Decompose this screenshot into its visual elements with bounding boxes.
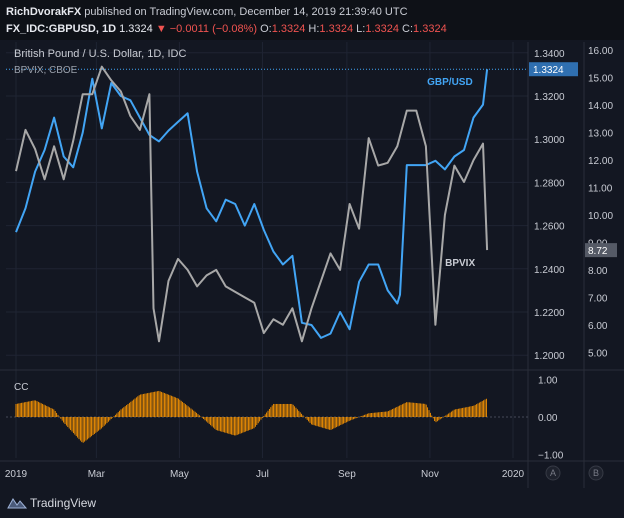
time-axis-label: 2020 — [502, 469, 525, 480]
vix-axis-label: 14.00 — [588, 101, 613, 112]
low-label: L: — [356, 23, 366, 35]
time-axis-label: Jul — [256, 469, 269, 480]
price-axis-label: 1.2200 — [534, 308, 565, 319]
cc-axis-label: 0.00 — [538, 413, 558, 424]
time-axis-label: Nov — [421, 469, 439, 480]
vix-axis-label: 16.00 — [588, 46, 613, 57]
high-label: H: — [308, 23, 320, 35]
footer-bar: TradingView — [0, 488, 624, 518]
price-tag-box — [529, 62, 578, 77]
series-label: BPVIX — [445, 258, 475, 269]
time-axis-label: 2019 — [5, 469, 28, 480]
time-axis-label: Mar — [88, 469, 106, 480]
vix-axis-label: 12.00 — [588, 156, 613, 167]
price-change: ▼ −0.0011 (−0.08%) — [155, 23, 258, 35]
axis-button — [588, 465, 604, 481]
price-axis-label: 1.2800 — [534, 178, 565, 189]
price-axis-label: 1.3200 — [534, 92, 565, 103]
price-axis-label: 1.3400 — [534, 49, 565, 60]
vix-axis-label: 10.00 — [588, 211, 613, 222]
axis-button-label: A — [550, 468, 556, 478]
chart-header: RichDvorakFX published on TradingView.co… — [0, 0, 624, 40]
axis-button — [545, 465, 561, 481]
open-label: O: — [260, 23, 272, 35]
cc-axis-label: −1.00 — [538, 450, 564, 461]
price-axis-label: 1.2000 — [534, 351, 565, 362]
high-value: 1.3324 — [319, 23, 354, 35]
author-name[interactable]: RichDvorakFX — [6, 6, 82, 18]
series-label: GBP/USD — [427, 77, 473, 88]
open-value: 1.3324 — [271, 23, 306, 35]
cc-axis-label: 1.00 — [538, 376, 558, 387]
ohlc-line: FX_IDC:GBPUSD, 1D 1.3324 ▼ −0.0011 (−0.0… — [6, 23, 447, 35]
price-tag: 1.3324 — [533, 65, 564, 76]
price-axis-label: 1.3000 — [534, 135, 565, 146]
vix-tag-box — [585, 243, 617, 258]
vix-axis-label: 6.00 — [588, 321, 608, 332]
symbol-label[interactable]: FX_IDC:GBPUSD, 1D — [6, 23, 117, 35]
vix-axis-label: 15.00 — [588, 74, 613, 85]
publish-line: RichDvorakFX published on TradingView.co… — [6, 6, 408, 18]
close-label: C: — [402, 23, 414, 35]
publish-info: published on TradingView.com, December 1… — [84, 6, 408, 18]
price-axis-label: 1.2400 — [534, 265, 565, 276]
vix-axis-label: 13.00 — [588, 129, 613, 140]
vix-tag: 8.72 — [588, 246, 608, 257]
vix-axis-label: 8.00 — [588, 266, 608, 277]
time-axis-label: Sep — [338, 469, 356, 480]
vix-axis-label: 7.00 — [588, 293, 608, 304]
series-line-gbpusd — [15, 69, 489, 339]
vix-axis-label: 5.00 — [588, 348, 608, 359]
tradingview-brand[interactable]: TradingView — [30, 496, 97, 510]
chart-subtitle: BPVIX, CBOE — [14, 65, 78, 76]
close-value: 1.3324 — [413, 23, 447, 35]
series-line-bpvix — [15, 65, 489, 343]
price-axis-label: 1.2600 — [534, 222, 565, 233]
cc-indicator-label: CC — [14, 382, 28, 393]
low-value: 1.3324 — [365, 23, 399, 35]
time-axis-label: May — [170, 469, 189, 480]
last-price: 1.3324 — [119, 23, 153, 35]
chart-title: British Pound / U.S. Dollar, 1D, IDC — [14, 48, 186, 60]
tradingview-logo-icon — [7, 498, 28, 509]
vix-axis-label: 11.00 — [588, 184, 613, 195]
axis-button-label: B — [593, 468, 599, 478]
